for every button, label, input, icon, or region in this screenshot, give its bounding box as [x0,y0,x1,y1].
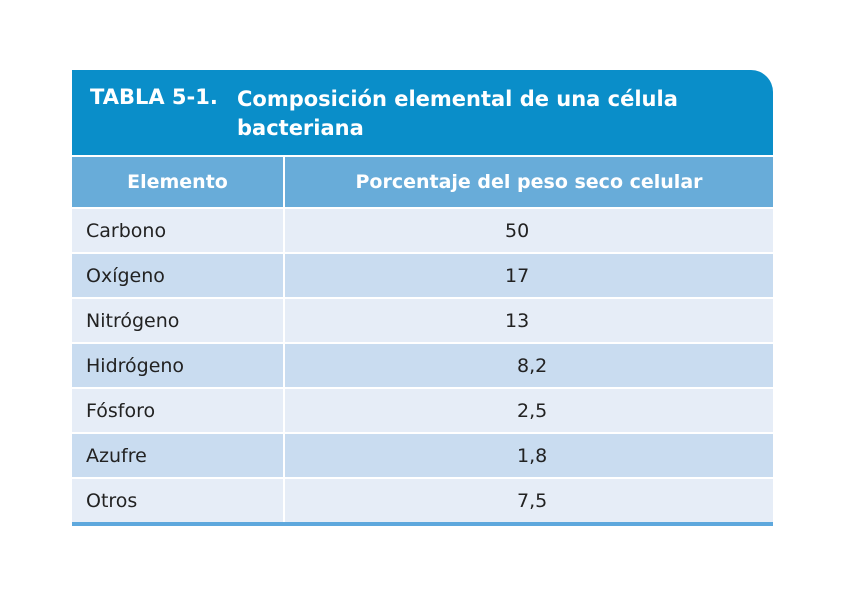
percent-cell: 2,5 [285,389,773,432]
element-cell: Fósforo [72,389,283,432]
header-element: Elemento [72,157,283,207]
percent-value: 17 [505,264,530,287]
percent-cell: 1,8 [285,434,773,477]
table-title-bar: TABLA 5-1. Composición elemental de una … [72,70,773,155]
table-bottom-rule [72,522,773,526]
element-cell: Nitrógeno [72,299,283,342]
percent-cell: 8,2 [285,344,773,387]
composition-table: TABLA 5-1. Composición elemental de una … [72,70,773,526]
percent-cell: 7,5 [285,479,773,522]
percent-value: 2,5 [517,399,548,422]
element-cell: Hidrógeno [72,344,283,387]
table-row: Otros 7,5 [72,479,773,522]
header-percent: Porcentaje del peso seco celular [285,157,773,207]
percent-value: 50 [505,219,530,242]
table-number: TABLA 5-1. [90,85,218,109]
element-cell: Oxígeno [72,254,283,297]
table-row: Oxígeno 17 [72,254,773,297]
percent-value: 8,2 [517,354,548,377]
percent-cell: 50 [285,209,773,252]
table-row: Carbono 50 [72,209,773,252]
percent-value: 13 [505,309,530,332]
table-row: Nitrógeno 13 [72,299,773,342]
table-row: Fósforo 2,5 [72,389,773,432]
percent-cell: 13 [285,299,773,342]
element-cell: Carbono [72,209,283,252]
percent-value: 1,8 [517,444,548,467]
percent-value: 7,5 [517,489,548,512]
element-cell: Otros [72,479,283,522]
table-title: Composición elemental de una célula bact… [237,87,678,140]
percent-cell: 17 [285,254,773,297]
table-row: Azufre 1,8 [72,434,773,477]
element-cell: Azufre [72,434,283,477]
table-row: Hidrógeno 8,2 [72,344,773,387]
table-header-row: Elemento Porcentaje del peso seco celula… [72,157,773,207]
